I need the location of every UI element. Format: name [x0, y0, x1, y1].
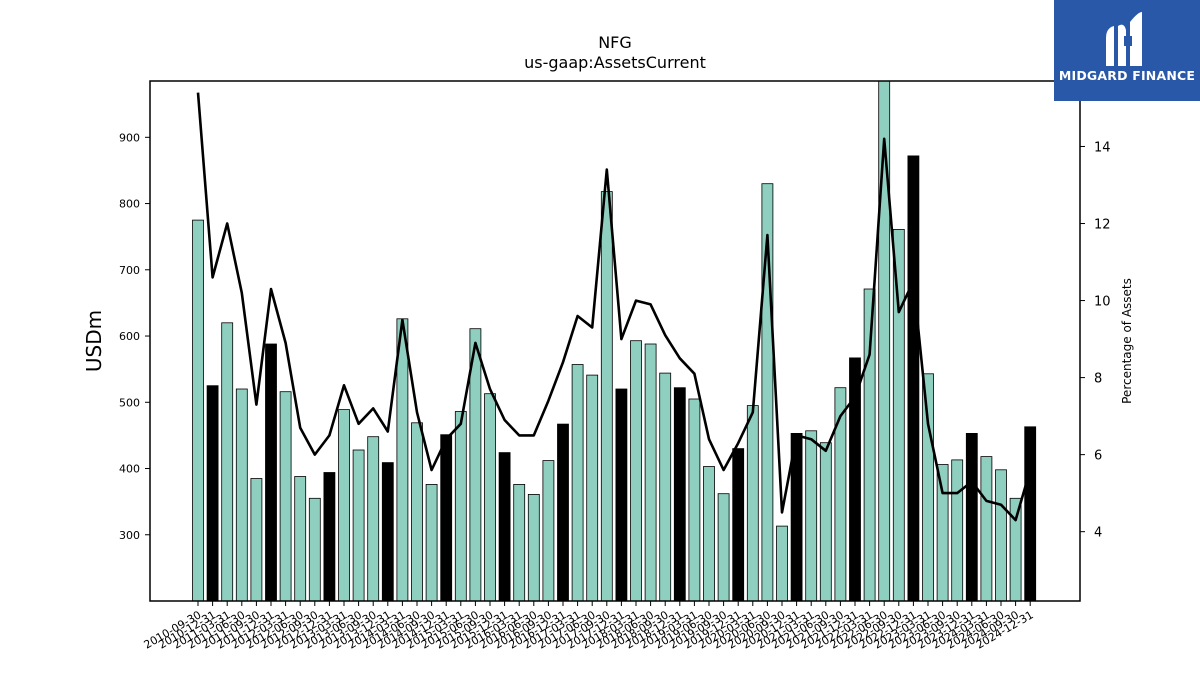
bar-2017-03-31 [571, 364, 584, 602]
bar-2019-12-31 [732, 448, 745, 602]
bar-2023-09-30 [951, 459, 964, 602]
bar-2010-09-30 [192, 219, 204, 602]
bar-2017-09-30 [600, 191, 613, 602]
bar-2012-03-31 [279, 391, 292, 602]
bar-2015-09-30 [484, 393, 496, 602]
bar-2016-06-30 [527, 493, 540, 602]
bar-2014-12-31 [440, 434, 453, 602]
y2-tick-label: 6 [1094, 449, 1102, 464]
bar-2012-06-30 [294, 476, 307, 602]
y-tick-label: 400 [119, 463, 140, 476]
bar-2024-09-30 [1009, 497, 1022, 602]
bar-2021-06-30 [819, 442, 832, 602]
y2-tick-label: 4 [1094, 526, 1102, 541]
bar-2018-09-30 [659, 372, 672, 602]
bar-2024-12-31 [1024, 426, 1037, 602]
logo-text: MIDGARD FINANCE [1058, 68, 1196, 83]
bar-2014-09-30 [425, 483, 438, 602]
bar-2021-09-30 [834, 387, 847, 602]
y2-axis-label: Percentage of Assets [1120, 278, 1134, 404]
y2-tick-label: 14 [1094, 140, 1111, 155]
y-tick-label: 300 [119, 529, 140, 542]
bar-2010-12-31 [206, 385, 219, 602]
bar-2013-09-30 [367, 436, 380, 602]
bar-2015-12-31 [498, 452, 511, 602]
bar-2019-06-30 [703, 466, 715, 602]
bar-2012-12-31 [323, 472, 336, 602]
bar-2024-06-30 [995, 469, 1007, 602]
logo-mark-icon [1106, 12, 1142, 67]
bar-2017-06-30 [586, 374, 599, 602]
y-axis-label: USDm [82, 310, 106, 372]
y-axis: 300 400 500 600 700 800 900 [119, 131, 150, 542]
bar-2020-09-30 [776, 525, 788, 602]
y2-tick-label: 10 [1094, 295, 1111, 310]
bar-2024-03-31 [980, 456, 993, 602]
bar-2014-03-31 [396, 318, 409, 602]
midgard-finance-logo: MIDGARD FINANCE [1054, 0, 1200, 101]
bar-2022-12-31 [907, 155, 920, 602]
y-tick-label: 700 [119, 264, 140, 277]
bar-2017-12-31 [615, 388, 628, 602]
y2-tick-label: 8 [1094, 372, 1102, 387]
bar-2023-06-30 [936, 464, 949, 602]
plot-frame [149, 80, 1081, 602]
bar-2016-03-31 [513, 483, 526, 602]
bar-2019-09-30 [717, 493, 730, 602]
bar-2013-12-31 [381, 462, 394, 602]
y-tick-label: 900 [119, 131, 140, 144]
bar-2021-03-31 [805, 430, 818, 602]
y-tick-label: 500 [119, 396, 140, 409]
bar-2022-09-30 [892, 228, 905, 602]
bar-2018-06-30 [644, 343, 657, 602]
bar-2013-06-30 [352, 449, 365, 602]
bars-layer [192, 80, 1037, 602]
bar-2011-03-31 [221, 322, 234, 602]
bar-2011-06-30 [235, 388, 248, 602]
bar-2016-09-30 [542, 460, 555, 602]
bar-2016-12-31 [557, 423, 569, 602]
y-tick-label: 800 [119, 198, 140, 211]
bar-2023-12-31 [965, 432, 978, 602]
bar-2020-03-31 [746, 405, 759, 602]
x-axis: 2010-09-302010-12-312011-03-312011-06-30… [142, 601, 1036, 652]
chart-title: NFG [598, 33, 632, 52]
chart-subtitle: us-gaap:AssetsCurrent [524, 53, 706, 72]
bar-2019-03-31 [688, 398, 701, 602]
y-tick-label: 600 [119, 330, 140, 343]
bar-2022-06-30 [878, 80, 891, 602]
bar-2023-03-31 [922, 373, 934, 602]
line-layer [196, 92, 1032, 522]
bar-2014-06-30 [411, 422, 423, 602]
bar-2011-09-30 [250, 478, 263, 602]
bar-2012-09-30 [308, 497, 321, 602]
bar-2018-03-31 [630, 340, 642, 602]
y2-axis: 4 6 8 10 12 14 [1080, 140, 1111, 541]
y2-tick-label: 12 [1094, 218, 1111, 233]
percentage-line [196, 92, 1032, 522]
bar-2011-12-31 [265, 343, 277, 602]
bar-2013-03-31 [338, 409, 350, 602]
bar-2018-12-31 [673, 387, 686, 602]
bar-2015-03-31 [454, 411, 467, 602]
